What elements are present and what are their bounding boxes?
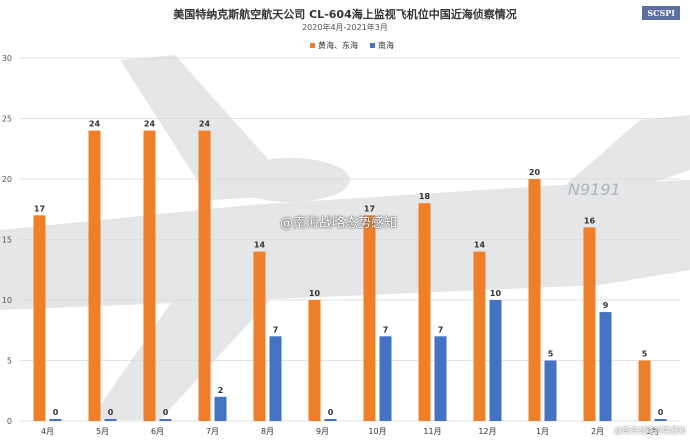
data-label: 9 xyxy=(603,301,609,310)
data-label: 0 xyxy=(328,408,334,417)
x-tick-label: 4月 xyxy=(41,427,54,436)
bar-series-a xyxy=(583,227,596,421)
bar-series-a xyxy=(363,215,376,421)
legend-label: 南海 xyxy=(378,41,394,50)
legend-swatch-blue xyxy=(370,43,375,48)
scspi-logo: SCSPI xyxy=(642,6,680,20)
bar-series-b xyxy=(379,336,392,421)
data-label: 24 xyxy=(144,120,156,129)
y-tick-label: 20 xyxy=(2,175,12,184)
x-tick-label: 9月 xyxy=(316,427,329,436)
data-label: 10 xyxy=(309,289,321,298)
data-label: 2 xyxy=(218,386,224,395)
x-tick-label: 1月 xyxy=(536,427,549,436)
bar-series-b xyxy=(654,419,667,421)
data-label: 0 xyxy=(108,408,114,417)
tail-number: N9191 xyxy=(568,180,621,199)
bar-series-b xyxy=(159,419,172,421)
bar-series-b xyxy=(49,419,62,421)
bar-series-b xyxy=(104,419,117,421)
bars xyxy=(33,130,667,421)
data-label: 7 xyxy=(273,325,279,334)
bar-series-b xyxy=(544,360,557,421)
data-label: 0 xyxy=(53,408,59,417)
bar-series-b xyxy=(214,396,227,421)
bar-series-a xyxy=(33,215,46,421)
x-tick-label: 6月 xyxy=(151,427,164,436)
bar-series-b xyxy=(269,336,282,421)
data-label: 0 xyxy=(163,408,169,417)
x-tick-label: 12月 xyxy=(478,427,496,436)
y-tick-label: 10 xyxy=(2,296,12,305)
bar-series-a xyxy=(638,360,651,421)
data-label: 7 xyxy=(383,325,389,334)
x-axis-ticks: 4月 5月 6月 7月 8月 9月 10月 11月 12月 1月 2月 3月 xyxy=(41,427,659,436)
y-tick-label: 30 xyxy=(2,54,12,63)
data-label: 5 xyxy=(548,350,554,359)
bar-series-a xyxy=(88,130,101,421)
data-label: 16 xyxy=(584,216,596,225)
chart-subtitle: 2020年4月-2021年3月 xyxy=(302,23,388,32)
y-tick-label: 15 xyxy=(2,236,12,245)
legend-label: 黄海、东海 xyxy=(318,41,358,50)
data-label: 24 xyxy=(199,120,211,129)
x-tick-label: 3月 xyxy=(646,427,659,436)
bar-series-b xyxy=(434,336,447,421)
y-tick-label: 5 xyxy=(7,357,12,366)
y-axis-ticks: 0 5 10 15 20 25 30 xyxy=(2,54,12,426)
data-label: 5 xyxy=(642,350,648,359)
data-label: 17 xyxy=(34,204,45,213)
bar-series-a xyxy=(418,203,431,421)
bar-series-a xyxy=(528,179,541,421)
legend-swatch-orange xyxy=(310,43,315,48)
data-label: 24 xyxy=(89,120,101,129)
data-label: 7 xyxy=(438,325,444,334)
weibo-watermark: @南海战略态势感知 xyxy=(280,216,398,231)
bar-series-b xyxy=(489,300,502,421)
bar-series-a xyxy=(253,251,266,421)
data-label: 17 xyxy=(364,204,375,213)
weibo-footer-tag: @南海战略态势感知 xyxy=(614,426,686,435)
data-label: 0 xyxy=(658,408,664,417)
legend-item-series-a: 黄海、东海 xyxy=(310,40,358,51)
x-tick-label: 10月 xyxy=(368,427,386,436)
y-tick-label: 0 xyxy=(7,417,12,426)
x-tick-label: 8月 xyxy=(261,427,274,436)
bar-series-a xyxy=(473,251,486,421)
data-label: 18 xyxy=(419,192,431,201)
grid-lines xyxy=(20,57,680,422)
data-label: 20 xyxy=(529,168,541,177)
data-label: 14 xyxy=(254,241,266,250)
legend: 黄海、东海 南海 xyxy=(310,40,394,51)
y-tick-label: 25 xyxy=(2,115,12,124)
bar-series-a xyxy=(198,130,211,421)
chart-title: 美国特纳克斯航空航天公司 CL-604海上监视飞机位中国近海侦察情况 xyxy=(173,8,517,21)
x-tick-label: 2月 xyxy=(591,427,604,436)
bar-series-b xyxy=(599,312,612,421)
x-tick-label: 11月 xyxy=(423,427,441,436)
legend-item-series-b: 南海 xyxy=(370,40,394,51)
x-tick-label: 7月 xyxy=(206,427,219,436)
bar-series-a xyxy=(308,300,321,421)
data-labels: 17 0 24 0 24 0 24 2 14 7 10 0 17 7 18 7 14 10 20 5 16 9 5 0 xyxy=(34,120,664,417)
data-label: 10 xyxy=(490,289,502,298)
x-tick-label: 5月 xyxy=(96,427,109,436)
bar-series-b xyxy=(324,419,337,421)
bar-series-a xyxy=(143,130,156,421)
data-label: 14 xyxy=(474,241,486,250)
